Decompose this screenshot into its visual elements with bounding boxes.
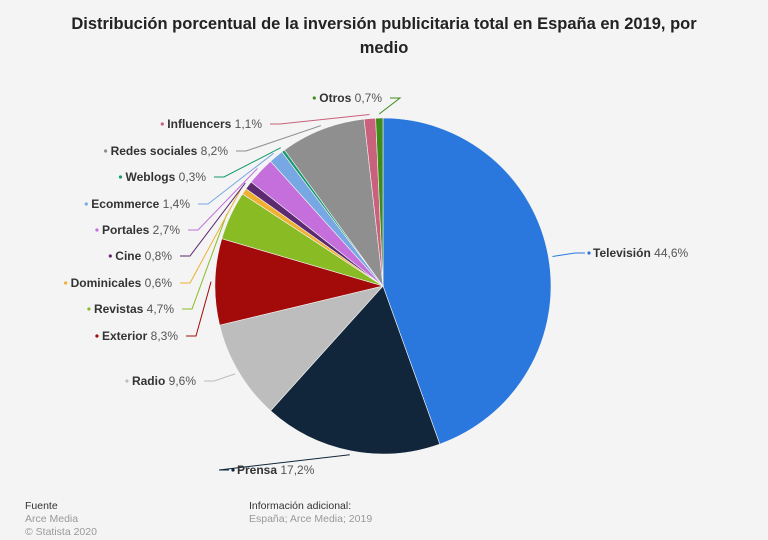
data-label-weblogs: Weblogs 0,3% [126,170,207,184]
info-block: Información adicional: España; Arce Medi… [249,500,372,526]
source-block: Fuente Arce Media © Statista 2020 [25,500,97,539]
data-label-revistas: Revistas 4,7% [94,302,174,316]
label-dot-weblogs [118,175,123,179]
connector-television [552,252,585,257]
label-dot-television [587,251,591,255]
connector-prensa [218,454,350,471]
slice-prensa[interactable] [270,285,441,455]
connector-radio [204,373,236,382]
connector-dominicales [180,188,242,284]
slice-exterior[interactable] [214,238,385,326]
copyright: © Statista 2020 [25,526,97,538]
label-dot-ecommerce [84,202,88,206]
data-label-cine: Cine 0,8% [115,249,172,263]
data-label-ecommerce: Ecommerce 1,4% [91,197,190,211]
info-text: España; Arce Media; 2019 [249,513,373,525]
source-heading: Fuente [25,500,58,512]
connector-influencers [270,114,370,125]
info-heading[interactable]: Información adicional: [249,500,352,512]
slice-radio[interactable] [219,285,384,412]
label-dot-cine [108,254,112,258]
connector-cine [180,182,246,257]
connector-revistas [182,213,228,310]
data-label-television: Televisión 44,6% [593,246,688,260]
label-dot-portales [95,228,99,232]
chart-title: Distribución porcentual de la inversión … [71,15,697,57]
data-label-otros: Otros 0,7% [319,91,382,105]
slice-television[interactable] [382,117,552,445]
connector-weblogs [214,147,281,178]
label-dot-revistas [87,307,91,311]
label-dot-influencers [160,122,164,126]
label-dot-exterior [95,334,99,338]
connector-exterior [186,281,212,337]
connector-redes-sociales [236,125,321,152]
label-dot-prensa [231,468,235,472]
connector-portales [188,168,258,231]
label-dot-radio [125,379,129,383]
data-label-radio: Radio 9,6% [132,374,196,388]
source-link[interactable]: Arce Media [25,513,79,525]
data-label-portales: Portales 2,7% [102,223,180,237]
data-label-exterior: Exterior 8,3% [102,329,178,343]
label-dot-dominicales [64,281,68,285]
connector-otros [378,97,402,115]
data-label-redes-sociales: Redes sociales 8,2% [111,144,229,158]
slice-otros[interactable] [375,117,384,287]
data-label-prensa: Prensa 17,2% [237,463,315,477]
connector-ecommerce [198,152,274,205]
label-dot-redes-sociales [103,149,108,153]
label-dot-otros [312,96,316,100]
data-label-dominicales: Dominicales 0,6% [71,276,173,290]
data-label-influencers: Influencers 1,1% [167,117,262,131]
